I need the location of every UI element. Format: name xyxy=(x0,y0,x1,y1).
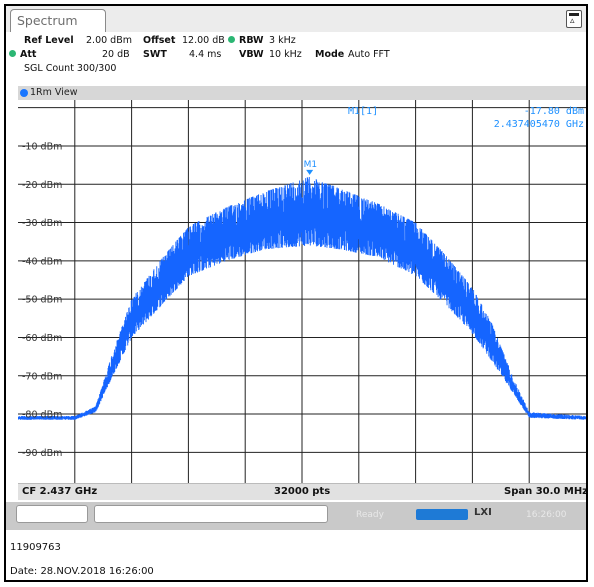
span-value[interactable]: Span 30.0 MHz xyxy=(504,486,588,497)
spectrum-chart: -10 dBm -20 dBm -30 dBm -40 dBm -50 dBm -60 d… xyxy=(17,100,586,483)
y-tick-label: -30 dBm xyxy=(22,218,62,229)
mode-label: Mode xyxy=(315,49,345,60)
marker-readout-frequency: 2.437405470 GHz xyxy=(494,119,584,130)
y-tick-label: -40 dBm xyxy=(22,256,62,267)
frequency-info-bar: CF 2.437 GHz 32000 pts Span 30.0 MHz xyxy=(18,483,586,500)
ref-level-value[interactable]: 2.00 dBm xyxy=(86,35,132,46)
capture-date: Date: 28.NOV.2018 16:26:00 xyxy=(10,566,154,577)
sweep-points: 32000 pts xyxy=(274,486,331,497)
offset-value[interactable]: 12.00 dB xyxy=(182,35,225,46)
settings-panel: Ref Level 2.00 dBm Offset 12.00 dB RBW 3… xyxy=(6,32,586,84)
marker-readout-name: M1[1] xyxy=(348,106,378,117)
vbw-label: VBW xyxy=(239,49,264,60)
tab-spectrum-label: Spectrum xyxy=(17,13,78,28)
marker-m1-icon xyxy=(306,169,314,175)
marker-m1-label: M1 xyxy=(304,160,318,170)
status-time: 16:26:00 xyxy=(526,510,567,520)
progress-bar xyxy=(416,509,468,520)
y-tick-label: -20 dBm xyxy=(22,180,62,191)
status-bar: Ready LXI 16:26:00 xyxy=(6,502,586,530)
rbw-label: RBW xyxy=(239,35,264,46)
swt-label: SWT xyxy=(143,49,167,60)
ready-indicator: Ready xyxy=(356,510,384,520)
trace-header: 1Rm View xyxy=(18,86,586,100)
trace-label: 1Rm View xyxy=(30,87,78,98)
tab-bar: Spectrum xyxy=(6,6,586,33)
spectrum-plot[interactable]: -10 dBm -20 dBm -30 dBm -40 dBm -50 dBm -60 d… xyxy=(17,100,586,500)
trace-indicator-icon xyxy=(20,89,28,97)
y-tick-label: -90 dBm xyxy=(22,448,62,459)
y-tick-label: -80 dBm xyxy=(22,410,62,421)
sgl-count: SGL Count 300/300 xyxy=(24,63,117,74)
offset-label: Offset xyxy=(143,35,176,46)
ref-level-label: Ref Level xyxy=(24,35,74,46)
rbw-value[interactable]: 3 kHz xyxy=(269,35,296,46)
center-frequency[interactable]: CF 2.437 GHz xyxy=(22,486,98,497)
instrument-icon[interactable] xyxy=(566,10,582,28)
screenshot-footer: 11909763 Date: 28.NOV.2018 16:26:00 xyxy=(6,530,586,580)
status-field-left[interactable] xyxy=(16,505,88,523)
coupled-icon xyxy=(228,36,235,43)
vbw-value[interactable]: 10 kHz xyxy=(269,49,302,60)
rbw-indicator xyxy=(228,35,238,46)
analyzer-window: Spectrum Ref Level 2.00 dBm Offset 12.00… xyxy=(4,4,588,582)
y-tick-label: -70 dBm xyxy=(22,371,62,382)
document-id: 11909763 xyxy=(10,542,61,553)
y-tick-label: -50 dBm xyxy=(22,295,62,306)
trace-1 xyxy=(17,177,586,420)
marker-readout-level: -17.80 dBm xyxy=(524,106,584,117)
att-value[interactable]: 20 dB xyxy=(102,49,130,60)
y-tick-label: -60 dBm xyxy=(22,333,62,344)
lxi-badge: LXI xyxy=(474,507,492,518)
mode-value[interactable]: Auto FFT xyxy=(348,49,390,60)
y-tick-label: -10 dBm xyxy=(22,141,62,152)
coupled-icon xyxy=(9,50,16,57)
att-indicator xyxy=(9,49,19,60)
status-message-field[interactable] xyxy=(94,505,328,523)
tab-spectrum[interactable]: Spectrum xyxy=(10,9,106,33)
swt-value[interactable]: 4.4 ms xyxy=(189,49,222,60)
att-label: Att xyxy=(20,49,37,60)
